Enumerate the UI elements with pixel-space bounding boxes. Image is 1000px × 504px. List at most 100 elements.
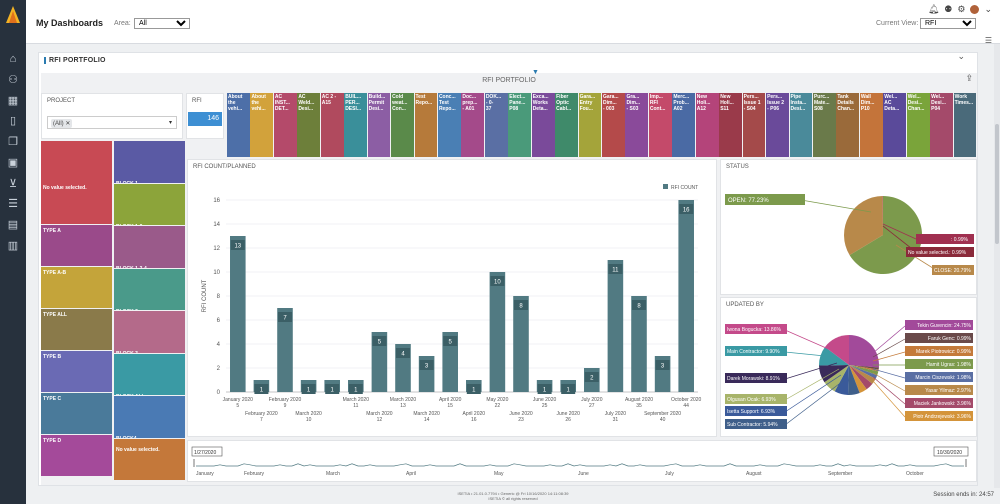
bar[interactable] (631, 296, 647, 392)
treemap-tile[interactable]: Work Times... (953, 93, 977, 157)
pie-slice[interactable] (849, 365, 873, 390)
block-filter-item[interactable]: BLOCK 1 (114, 141, 185, 183)
bar[interactable] (489, 272, 506, 392)
treemap-tile[interactable]: New Holi... S11 (719, 93, 743, 157)
bell-icon[interactable]: 🔔︎ (927, 4, 940, 14)
treemap-tile[interactable]: Wel... Desi... P04 (930, 93, 953, 157)
bar[interactable] (442, 332, 458, 392)
inbox-icon[interactable]: ⊻ (8, 177, 18, 190)
pie-slice[interactable] (825, 335, 849, 365)
treemap-tile[interactable]: AC 2 - A15 (320, 93, 344, 157)
treemap-tile[interactable]: AC Weld... Desi... (297, 93, 321, 157)
menu-list-icon[interactable]: ☰ (984, 36, 992, 45)
block-filter-item[interactable]: BLOCK 3 (114, 311, 185, 353)
pie-slice[interactable] (849, 335, 879, 368)
current-view-select[interactable]: RFI (920, 18, 976, 29)
type-filter-item[interactable]: TYPE D (41, 435, 112, 476)
pie-slice[interactable] (849, 365, 879, 376)
treemap-tile[interactable]: Fiber Optic Cabl... (555, 93, 578, 157)
pie-slice[interactable] (849, 365, 867, 394)
treemap-tile[interactable]: Pipe Insta... Desi... (789, 93, 813, 157)
type-filter-item[interactable]: TYPE C (41, 393, 112, 434)
grid-icon[interactable]: ▦ (7, 94, 19, 107)
bar[interactable] (607, 260, 624, 392)
bar[interactable] (678, 200, 694, 392)
treemap-tile[interactable]: Pers... Issue 1- S04 (742, 93, 766, 157)
bar[interactable] (277, 308, 293, 392)
type-filter-item[interactable]: TYPE A-B (41, 267, 112, 308)
bar[interactable] (513, 296, 529, 392)
files-icon[interactable]: ❐ (8, 135, 18, 148)
treemap-tile[interactable]: Wall Dim... P10 (859, 93, 883, 157)
treemap-tile[interactable]: Pers... Issue 2- P06 (766, 93, 789, 157)
pie-slice[interactable] (849, 365, 879, 370)
pie-slice[interactable] (849, 365, 876, 384)
area-select[interactable]: All (134, 18, 190, 29)
pie-slice[interactable] (834, 365, 849, 395)
treemap-tile[interactable]: Tank Details Chan... (836, 93, 860, 157)
block-filter-item[interactable]: BLOCK4 (114, 396, 185, 438)
treemap-tile[interactable]: Doc... prep... - A01 (461, 93, 485, 157)
treemap-tile[interactable]: Build... Permit Desi... (367, 93, 391, 157)
block-filter-item[interactable]: BLOCK 1-3-4 (114, 226, 185, 268)
pie-slice[interactable] (849, 365, 878, 379)
project-chip[interactable]: (All) ✕ (51, 119, 73, 128)
workflow-icon[interactable]: ⚇ (8, 73, 18, 86)
treemap-tile[interactable]: Exca... Works Deta... (531, 93, 555, 157)
page-scrollbar[interactable] (994, 44, 1000, 488)
analytics-icon[interactable]: ▥ (7, 239, 19, 252)
treemap-tile[interactable]: Purc... Mate... S08 (812, 93, 836, 157)
pie-slice[interactable] (849, 365, 879, 372)
treemap-tile[interactable]: Gra... Dim... - S03 (625, 93, 649, 157)
pie-slice-open[interactable] (849, 196, 923, 274)
type-filter-item[interactable]: TYPE A (41, 225, 112, 266)
pie-slice[interactable] (819, 365, 849, 383)
collapse-chevron-icon[interactable]: ⌄ (957, 51, 965, 61)
pie-slice-close[interactable] (844, 196, 883, 256)
timeline-start-box[interactable] (191, 446, 223, 457)
treemap-tile[interactable]: Wel... AC Deta... (883, 93, 907, 157)
bar[interactable] (371, 332, 388, 392)
treemap-tile[interactable]: Imp... RFI Cont... (648, 93, 672, 157)
timeline-end-box[interactable] (933, 446, 969, 457)
pie-slice[interactable] (819, 346, 849, 366)
chevron-down-icon[interactable]: ⌄ (984, 4, 992, 14)
document-icon[interactable]: ▯ (9, 114, 17, 127)
type-filter-item[interactable]: TYPE B (41, 351, 112, 392)
users-icon[interactable]: ⚉ (944, 4, 953, 14)
avatar[interactable] (970, 5, 980, 14)
pie-slice[interactable] (848, 365, 860, 395)
rfi-count-value[interactable]: 146 (188, 112, 222, 126)
treemap-tile[interactable]: Gara... Entry Fou... (578, 93, 602, 157)
treemap-tile[interactable]: Test Repo... (414, 93, 438, 157)
treemap-tile[interactable]: About the vehi... (227, 93, 250, 157)
filter-icon[interactable]: ▼ (532, 69, 539, 76)
block-filter-item[interactable]: BLOCK 1-2 (114, 183, 185, 225)
treemap-tile[interactable]: New Holi... A12 (695, 93, 719, 157)
block-filter-item[interactable]: No value selected. (114, 438, 185, 480)
type-filter-item[interactable]: No value selected. (41, 141, 112, 224)
book-icon[interactable]: ▤ (7, 218, 19, 231)
treemap-tile[interactable]: About the vehi... (250, 93, 274, 157)
treemap-tile[interactable]: Elect... Pane... P08 (508, 93, 532, 157)
clipboard-icon[interactable]: ▣ (7, 156, 19, 169)
type-filter-item[interactable]: TYPE ALL (41, 309, 112, 350)
treemap-tile[interactable]: Cold weat... Con... (391, 93, 414, 157)
block-filter-item[interactable]: BLOCK ALL (114, 353, 185, 395)
treemap-tile[interactable]: DOK... - 0- 37 (484, 93, 508, 157)
bar[interactable] (230, 236, 246, 392)
project-select[interactable]: (All) ✕ ▾ (47, 116, 177, 129)
treemap-tile[interactable]: Conc... Test Repo... (437, 93, 461, 157)
treemap-tile[interactable]: Merc... Prob... A02 (672, 93, 696, 157)
timeline-slider[interactable]: 1/27/2020 10/30/2020 January February March A… (187, 440, 977, 482)
treemap-tile[interactable]: AC INST... DET... (273, 93, 297, 157)
gear-icon[interactable]: ⚙ (957, 4, 966, 14)
dashboard-icon[interactable]: ⌂ (9, 53, 17, 65)
treemap-tile[interactable]: Gara... Dim... - 003 (602, 93, 625, 157)
list-icon[interactable]: ☰ (8, 197, 18, 210)
treemap-tile[interactable]: BUIL... PER... DESI... (344, 93, 368, 157)
share-icon[interactable]: ⇪ (965, 73, 973, 83)
block-filter-item[interactable]: BLOCK 2 (114, 268, 185, 310)
treemap-tile[interactable]: Wel... Desi... Chan... (906, 93, 930, 157)
chevron-down-icon[interactable]: ▾ (168, 120, 172, 126)
